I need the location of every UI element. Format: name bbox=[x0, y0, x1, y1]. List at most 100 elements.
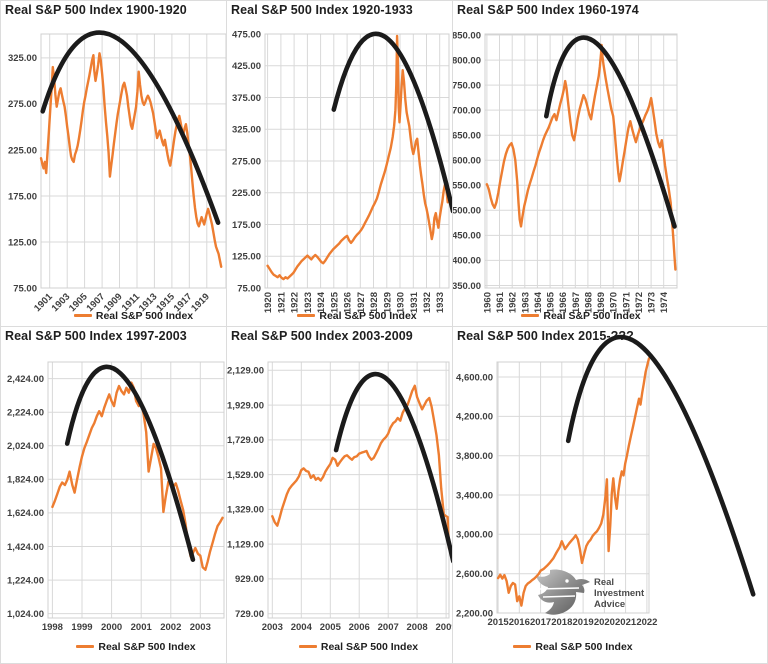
legend-label: Real S&P 500 Index bbox=[320, 640, 419, 653]
gridlines bbox=[48, 362, 224, 618]
series-line bbox=[496, 357, 651, 607]
legend-label: Real S&P 500 Index bbox=[543, 309, 641, 322]
y-tick-label: 729.00 bbox=[235, 609, 264, 620]
x-tick-label: 1998 bbox=[42, 622, 63, 633]
trend-curve bbox=[333, 371, 452, 564]
plot-border bbox=[267, 361, 450, 619]
plot-border bbox=[40, 33, 226, 289]
gridlines bbox=[485, 34, 677, 288]
x-tick-label: 2007 bbox=[378, 622, 399, 633]
chart-plot: 350.00 400.00 450.00 500.00 550.00 600.00 650.… bbox=[453, 30, 678, 313]
y-tick-label: 850.00 bbox=[453, 30, 481, 41]
y-tick-label: 3,000.00 bbox=[456, 530, 493, 541]
y-tick-label: 2,200.00 bbox=[456, 608, 493, 619]
x-axis-tick-labels: 1998 1999 2000 2001 2002 2003 bbox=[42, 622, 211, 633]
x-axis-tick-labels: 1920 1921 1922 1923 1924 1925 1926 1927 1928 1929… bbox=[263, 291, 446, 313]
x-tick-label: 1929 bbox=[382, 292, 393, 313]
x-tick-label: 1966 bbox=[558, 292, 569, 313]
legend-line-swatch bbox=[297, 314, 316, 317]
x-tick-label: 2003 bbox=[190, 622, 211, 633]
y-tick-label: 929.00 bbox=[235, 574, 264, 585]
chart-title: Real S&P 500 Index 1900-1920 bbox=[5, 3, 187, 17]
eagle-logo bbox=[536, 569, 590, 615]
y-tick-label: 275.00 bbox=[8, 99, 37, 110]
chart-legend: Real S&P 500 Index bbox=[265, 309, 449, 322]
x-tick-label: 2008 bbox=[407, 622, 428, 633]
x-axis-tick-labels: 1960 1961 1962 1963 1964 1965 1966 1967 1968 1969… bbox=[482, 291, 670, 313]
y-axis-tick-labels: 2,200.00 2,600.00 3,000.00 3,400.00 3,800.00… bbox=[456, 372, 493, 619]
y-tick-label: 75.00 bbox=[237, 283, 261, 294]
x-tick-label: 1922 bbox=[290, 292, 301, 313]
svg-text:Investment: Investment bbox=[594, 588, 645, 599]
x-tick-label: 1926 bbox=[343, 292, 354, 313]
y-tick-label: 2,224.00 bbox=[7, 408, 44, 419]
x-tick-label: 1928 bbox=[369, 292, 380, 313]
legend-line-swatch bbox=[73, 314, 92, 317]
y-tick-label: 325.00 bbox=[232, 125, 261, 136]
legend-label: Real S&P 500 Index bbox=[535, 640, 633, 653]
legend-label: Real S&P 500 Index bbox=[319, 309, 417, 322]
series-line bbox=[271, 384, 451, 550]
x-tick-label: 1932 bbox=[422, 292, 433, 313]
chart-plot: 75.00125.00175.00225.00275.00325.0019011… bbox=[8, 30, 226, 314]
x-tick-label: 1967 bbox=[571, 292, 582, 313]
chart-panel-2003-2009: Real S&P 500 Index 2003-2009 729.00 929.0… bbox=[227, 327, 453, 664]
y-tick-label: 2,024.00 bbox=[7, 441, 44, 452]
y-tick-label: 1,624.00 bbox=[7, 508, 44, 519]
gridlines bbox=[497, 362, 649, 614]
chart-panel-1920-1933: Real S&P 500 Index 1920-1933 75.00 125.00… bbox=[227, 0, 453, 327]
chart-panel-2015-unknown: Real S&P 500 Index 2015-??? 2,200.00 2,60… bbox=[453, 327, 768, 664]
x-tick-label: 1968 bbox=[583, 292, 594, 313]
legend-line-swatch bbox=[298, 645, 317, 648]
y-tick-label: 750.00 bbox=[453, 80, 481, 91]
x-tick-label: 1960 bbox=[482, 292, 493, 313]
series-line bbox=[266, 34, 449, 281]
x-tick-label: 2001 bbox=[131, 622, 153, 633]
chart-panel-1960-1974: Real S&P 500 Index 1960-1974 350.00 400.0… bbox=[453, 0, 768, 327]
chart-title: Real S&P 500 Index 2003-2009 bbox=[231, 329, 413, 343]
y-tick-label: 275.00 bbox=[232, 156, 261, 167]
x-tick-label: 2002 bbox=[160, 622, 181, 633]
y-axis-tick-labels: 350.00 400.00 450.00 500.00 550.00 600.00 650.… bbox=[453, 30, 481, 291]
chart-legend: Real S&P 500 Index bbox=[497, 640, 649, 653]
series-line bbox=[39, 52, 223, 268]
x-tick-label: 1925 bbox=[329, 291, 340, 313]
eagle-eye bbox=[565, 579, 569, 583]
y-tick-label: 2,600.00 bbox=[456, 569, 493, 580]
y-tick-label: 1,729.00 bbox=[227, 435, 264, 446]
x-tick-label: 1933 bbox=[435, 292, 446, 313]
y-tick-label: 3,800.00 bbox=[456, 451, 493, 462]
x-axis-tick-labels: 2003 2004 2005 2006 2007 2008 2009 bbox=[262, 622, 452, 633]
chart-legend: Real S&P 500 Index bbox=[268, 640, 449, 653]
chart-legend: Real S&P 500 Index bbox=[485, 309, 677, 322]
y-axis-tick-labels: 75.00 125.00 175.00 225.00 275.00 325.00 375.0… bbox=[232, 29, 261, 294]
x-tick-label: 1973 bbox=[647, 292, 658, 313]
gridlines bbox=[268, 362, 449, 618]
legend-label: Real S&P 500 Index bbox=[98, 640, 196, 653]
y-tick-label: 2,424.00 bbox=[7, 374, 44, 385]
y-tick-label: 1,024.00 bbox=[7, 609, 44, 620]
y-axis-tick-labels: 729.00 929.00 1,129.00 1,329.00 1,529.00 1,72… bbox=[227, 366, 264, 620]
svg-text:Real: Real bbox=[594, 577, 614, 588]
legend-label: Real S&P 500 Index bbox=[95, 309, 194, 322]
y-tick-label: 1,129.00 bbox=[227, 539, 264, 550]
chart-plot: 1,024.00 1,224.00 1,424.00 1,624.00 1,824.00… bbox=[7, 361, 225, 633]
chart-title: Real S&P 500 Index 1920-1933 bbox=[231, 3, 413, 17]
x-tick-label: 1972 bbox=[634, 292, 645, 313]
y-tick-label: 3,400.00 bbox=[456, 490, 493, 501]
y-tick-label: 1,329.00 bbox=[227, 505, 264, 516]
y-tick-label: 450.00 bbox=[453, 231, 481, 242]
chart-title: Real S&P 500 Index 1960-1974 bbox=[457, 3, 639, 17]
y-tick-label: 175.00 bbox=[232, 220, 261, 231]
chart-legend: Real S&P 500 Index bbox=[48, 640, 224, 653]
y-tick-label: 4,200.00 bbox=[456, 412, 493, 423]
gridlines bbox=[41, 34, 226, 289]
chart-title: Real S&P 500 Index 1997-2003 bbox=[5, 329, 187, 343]
x-tick-label: 1969 bbox=[596, 292, 607, 313]
x-axis-tick-labels: 2015 2016 2017 2018 2019 2020 2021 2022 bbox=[488, 617, 658, 628]
x-tick-label: 1971 bbox=[621, 291, 632, 313]
x-tick-label: 1961 bbox=[495, 291, 506, 313]
x-tick-label: 1964 bbox=[533, 291, 544, 313]
plot-border bbox=[264, 33, 450, 289]
